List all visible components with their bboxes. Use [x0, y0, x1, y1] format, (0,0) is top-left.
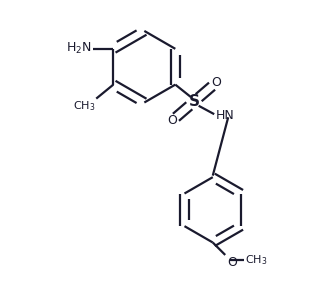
Text: S: S [188, 94, 200, 109]
Text: HN: HN [216, 109, 234, 122]
Text: O: O [167, 114, 177, 127]
Text: H$_2$N: H$_2$N [66, 41, 92, 56]
Text: O: O [211, 76, 221, 89]
Text: CH$_3$: CH$_3$ [245, 253, 267, 266]
Text: O: O [227, 257, 237, 270]
Text: CH$_3$: CH$_3$ [73, 99, 95, 113]
